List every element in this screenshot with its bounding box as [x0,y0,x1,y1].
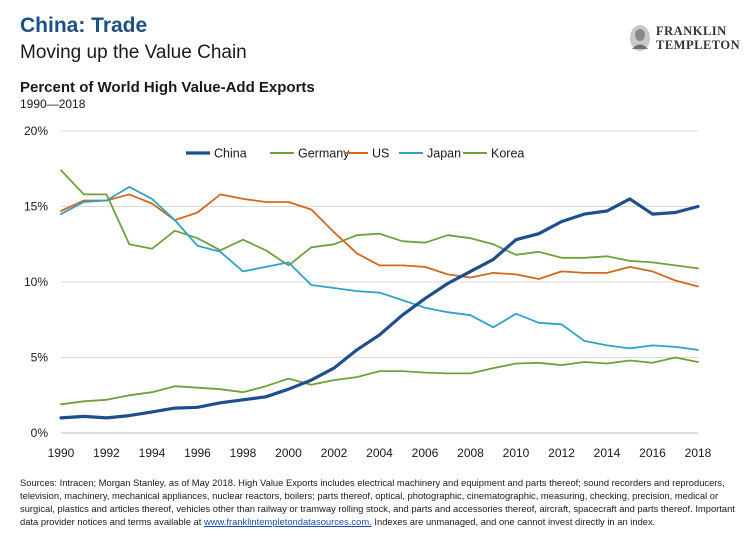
y-tick-label: 0% [31,426,49,440]
y-tick-label: 5% [31,351,49,365]
legend-label-us: US [372,147,389,161]
legend-label-germany: Germany [298,147,350,161]
franklin-templeton-logo: FRANKLIN TEMPLETON [628,24,740,54]
page-subtitle: Moving up the Value Chain [20,42,247,63]
x-tick-label: 2014 [594,446,621,460]
series-line-japan [60,185,699,351]
x-tick-label: 2008 [457,446,484,460]
line-chart: 0% 5% 10% 15% 20% 1990 1992 1994 1996 1998 2000 20… [24,124,712,460]
series-line-germany [60,169,699,270]
footnote: Sources: Intracen; Morgan Stanley, as of… [20,476,736,528]
x-tick-label: 2016 [639,446,666,460]
x-tick-label: 2004 [366,446,393,460]
x-tick-label: 2006 [412,446,439,460]
x-tick-label: 1990 [48,446,75,460]
data-sources-link[interactable]: www.franklintempletondatasources.com. [203,516,372,527]
footnote-tail: Indexes are unmanaged, and one cannot in… [371,516,656,527]
legend-label-japan: Japan [427,147,461,161]
x-tick-label: 2002 [321,446,348,460]
footnote-text: Sources: Intracen; Morgan Stanley, as of… [20,477,735,527]
x-tick-label: 2018 [685,446,712,460]
portrait-icon [630,25,650,51]
x-tick-label: 1998 [230,446,257,460]
series-line-china [59,197,700,420]
logo-line-1: FRANKLIN [656,24,727,38]
y-tick-label: 10% [24,275,48,289]
legend-label-china: China [214,147,247,161]
chart-title: Percent of World High Value-Add Exports [20,79,315,96]
x-tick-label: 2000 [275,446,302,460]
legend-label-korea: Korea [491,147,524,161]
y-tick-label: 15% [24,200,48,214]
series-line-korea [60,356,699,406]
x-tick-label: 1992 [93,446,120,460]
x-tick-label: 2010 [503,446,530,460]
x-tick-label: 1996 [184,446,211,460]
y-tick-label: 20% [24,124,48,138]
page-title: China: Trade [20,14,148,37]
series-line-us [60,193,699,288]
logo-line-2: TEMPLETON [656,38,741,52]
x-tick-label: 2012 [548,446,575,460]
chart-subtitle: 1990—2018 [20,97,86,111]
x-tick-label: 1994 [139,446,166,460]
logo-wordmark: FRANKLIN TEMPLETON [656,24,740,52]
